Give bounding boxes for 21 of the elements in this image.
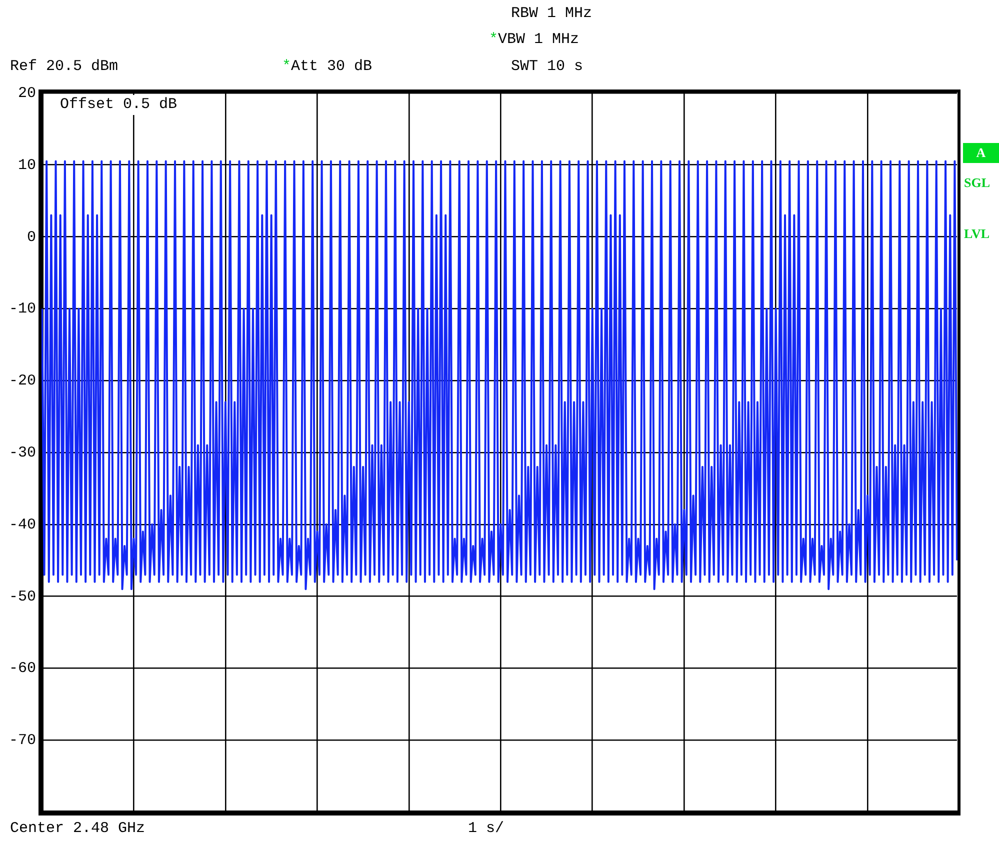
text: *VBW 1 MHz xyxy=(489,31,580,48)
y-tick-label: -30 xyxy=(8,444,36,462)
y-tick-label: -20 xyxy=(8,372,36,390)
text: SWT 10 s xyxy=(511,57,584,77)
text: *Att 30 dB xyxy=(282,58,372,75)
text: LVL xyxy=(964,225,990,243)
y-tick-label: -10 xyxy=(8,300,36,318)
y-tick-label: 10 xyxy=(18,156,36,174)
y-tick-label: 20 xyxy=(18,84,36,102)
y-tick-label: 0 xyxy=(26,228,36,246)
text: Ref 20.5 dBm xyxy=(10,57,118,77)
text: 1 s/ xyxy=(468,819,504,839)
text: RBW 1 MHz xyxy=(511,4,592,24)
annotation: Offset 0.5 dB xyxy=(60,95,178,115)
text: Center 2.48 GHz xyxy=(10,819,146,839)
y-tick-label: -50 xyxy=(8,588,36,606)
y-tick-label: -60 xyxy=(8,660,36,678)
text: A xyxy=(963,143,999,163)
text: SGL xyxy=(964,174,990,192)
y-tick-label: -70 xyxy=(8,732,36,750)
y-tick-label: -40 xyxy=(8,516,36,534)
